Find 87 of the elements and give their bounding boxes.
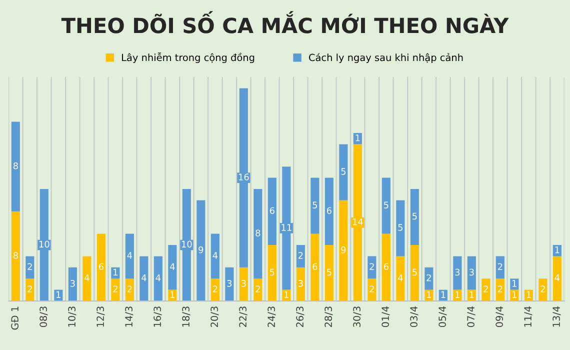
data-label: 3 (469, 268, 474, 276)
data-label: 9 (341, 246, 346, 254)
data-label: 16 (238, 174, 249, 180)
x-tick-label: 03/4 (410, 306, 418, 328)
x-tick-label: 14/3 (125, 306, 134, 327)
x-tick-label: 11/4 (524, 306, 532, 327)
data-label: 8 (256, 230, 260, 236)
data-label: 3 (241, 280, 246, 287)
data-label: 9 (198, 246, 204, 254)
data-label: 2 (28, 286, 32, 292)
data-label: 5 (312, 202, 318, 208)
data-label: 2 (370, 286, 374, 292)
data-label: 1 (555, 246, 560, 254)
x-tick-label: 22/3 (239, 306, 248, 327)
data-label: 6 (384, 263, 388, 270)
legend-label: Lây nhiễm trong cộng đồng (122, 52, 254, 64)
data-label: 5 (384, 202, 388, 208)
data-label: 10 (39, 240, 50, 248)
data-label: 1 (512, 280, 516, 287)
data-label: 2 (370, 263, 374, 270)
x-tick-label: GĐ 1 (11, 306, 18, 330)
data-label: 4 (84, 274, 90, 282)
data-label: 4 (398, 274, 403, 282)
data-label: 1 (114, 268, 118, 276)
data-label: 1 (512, 291, 516, 298)
data-label: 4 (554, 274, 560, 282)
data-label: 3 (455, 268, 460, 276)
x-tick-label: 05/4 (438, 306, 447, 328)
data-label: 11 (282, 224, 292, 231)
legend-label: Cách ly ngay sau khi nhập cảnh (309, 53, 463, 64)
data-label: 1 (356, 134, 360, 142)
x-tick-label: 12/3 (96, 306, 105, 327)
data-label: 1 (526, 291, 531, 298)
x-tick-label: 10/3 (68, 306, 76, 327)
data-label: 1 (284, 291, 288, 298)
x-tick-label: 09/4 (496, 306, 504, 328)
data-label: 6 (326, 207, 332, 214)
data-label: 2 (127, 286, 132, 292)
data-label: 8 (13, 162, 18, 170)
data-label: 14 (352, 218, 363, 226)
data-label: 2 (28, 263, 32, 270)
data-label: 6 (270, 207, 274, 214)
data-label: 5 (341, 168, 346, 175)
x-tick-label: 16/3 (154, 306, 162, 327)
x-tick-label: 30/3 (353, 306, 362, 327)
data-label: 2 (540, 286, 545, 292)
data-label: 2 (113, 286, 118, 292)
x-tick-label: 24/3 (268, 306, 276, 327)
data-label: 5 (398, 224, 403, 231)
x-tick-label: 08/3 (40, 306, 48, 328)
data-label: 1 (470, 291, 474, 298)
data-label: 2 (498, 263, 502, 270)
x-tick-label: 26/3 (296, 306, 304, 327)
x-tick-label: 13/4 (552, 306, 561, 327)
data-label: 1 (56, 291, 60, 298)
data-label: 4 (156, 274, 161, 282)
data-label: 2 (256, 286, 260, 292)
data-label: 3 (227, 280, 232, 287)
chart-title: THEO DÕI SỐ CA MẮC MỚI THEO NGÀY (61, 11, 509, 34)
data-label: 5 (327, 268, 332, 276)
data-label: 4 (127, 252, 132, 259)
data-label: 3 (70, 280, 75, 287)
data-label: 1 (170, 291, 174, 298)
data-label: 4 (170, 263, 175, 270)
data-label: 1 (456, 291, 460, 298)
data-label: 1 (427, 291, 431, 298)
data-label: 2 (212, 286, 218, 292)
data-label: 6 (98, 263, 104, 270)
x-tick-label: 18/3 (182, 306, 190, 327)
data-label: 2 (484, 286, 488, 292)
data-label: 5 (412, 268, 417, 276)
data-label: 4 (141, 274, 146, 282)
x-tick-label: 01/4 (382, 306, 390, 328)
data-label: 6 (312, 263, 318, 270)
data-label: 2 (498, 286, 502, 292)
data-label: 2 (426, 274, 431, 282)
data-label: 8 (13, 252, 18, 259)
data-label: 3 (298, 280, 303, 287)
data-label: 5 (270, 268, 274, 276)
x-tick-label: 28/3 (324, 306, 333, 327)
data-label: 1 (441, 291, 446, 298)
data-label: 2 (298, 252, 303, 259)
data-label: 10 (182, 240, 192, 248)
data-label: 5 (412, 212, 417, 220)
data-label: 4 (212, 252, 218, 259)
x-tick-label: 07/4 (467, 306, 476, 328)
x-tick-label: 20/3 (210, 306, 219, 327)
